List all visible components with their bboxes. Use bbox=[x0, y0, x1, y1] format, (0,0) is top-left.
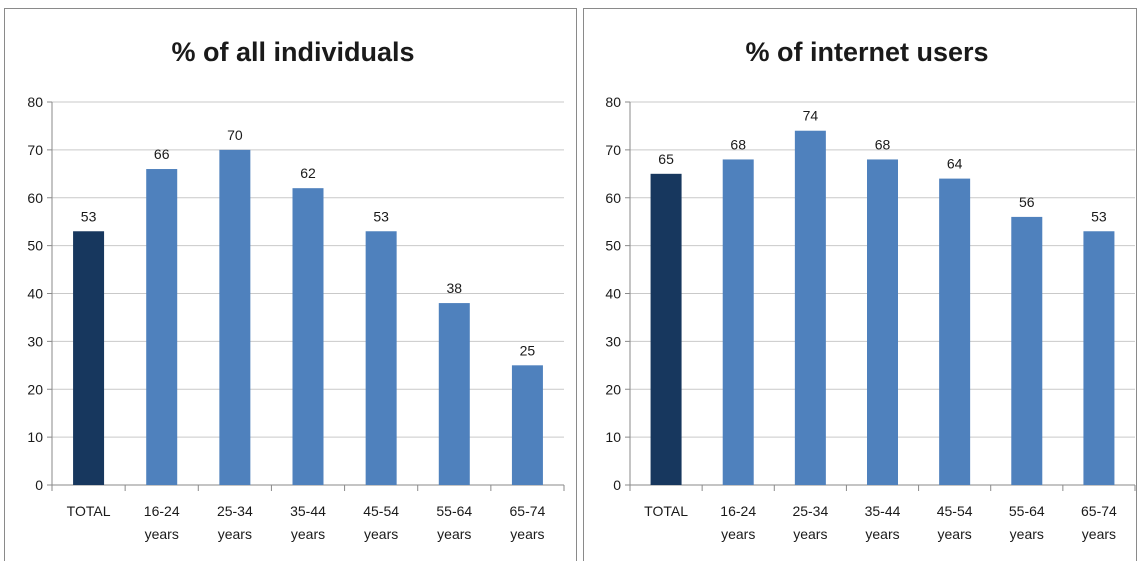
x-category-label: 16-24 bbox=[144, 503, 180, 519]
y-tick-label: 40 bbox=[605, 286, 621, 302]
chart-panel-all-individuals: % of all individuals 0 10 20 30 40 50 60 70 80 53 T… bbox=[4, 8, 577, 561]
x-category-label: years bbox=[364, 526, 398, 542]
bar-age-group bbox=[1083, 231, 1115, 485]
x-category-label: years bbox=[793, 526, 827, 542]
x-category-label: 65-74 bbox=[1081, 503, 1117, 519]
bar-value-label: 56 bbox=[1019, 194, 1035, 210]
y-tick-label: 50 bbox=[27, 238, 43, 254]
y-tick-label: 0 bbox=[613, 477, 621, 493]
y-tick-label: 30 bbox=[27, 333, 43, 349]
y-tick-label: 70 bbox=[605, 142, 621, 158]
chart-title: % of all individuals bbox=[171, 37, 414, 67]
y-tick-label: 60 bbox=[605, 190, 621, 206]
bar-total bbox=[650, 173, 682, 485]
y-tick-label: 50 bbox=[605, 238, 621, 254]
x-category-label: 65-74 bbox=[510, 503, 546, 519]
bar-value-label: 65 bbox=[658, 151, 674, 167]
x-category-label: 45-54 bbox=[937, 503, 973, 519]
bar-age-group bbox=[722, 159, 754, 485]
bar-age-group bbox=[438, 303, 470, 485]
x-category-label: years bbox=[721, 526, 755, 542]
bar-age-group bbox=[292, 188, 324, 486]
bar-value-label: 25 bbox=[520, 342, 536, 358]
x-category-label: years bbox=[437, 526, 471, 542]
x-category-label: 25-34 bbox=[217, 503, 253, 519]
chart-panel-internet-users: % of internet users 0 10 20 30 40 50 60 70 80 65 TO… bbox=[583, 8, 1137, 561]
x-category-label: 55-64 bbox=[1009, 503, 1045, 519]
bar-age-group bbox=[365, 231, 397, 485]
bar-age-group bbox=[1011, 216, 1043, 485]
x-category-label: 35-44 bbox=[290, 503, 326, 519]
bar-value-label: 66 bbox=[154, 146, 170, 162]
bar-total bbox=[73, 231, 105, 485]
bar-age-group bbox=[219, 149, 251, 485]
x-category-label: years bbox=[865, 526, 899, 542]
bar-value-label: 64 bbox=[947, 156, 963, 172]
y-tick-label: 20 bbox=[605, 381, 621, 397]
bar-value-label: 74 bbox=[803, 108, 819, 124]
y-tick-label: 40 bbox=[27, 286, 43, 302]
bar-value-label: 62 bbox=[300, 165, 316, 181]
x-category-label: TOTAL bbox=[644, 503, 688, 519]
y-tick-label: 80 bbox=[605, 94, 621, 110]
bar-value-label: 53 bbox=[1091, 208, 1107, 224]
bar-value-label: 70 bbox=[227, 127, 243, 143]
x-category-label: years bbox=[145, 526, 179, 542]
y-tick-label: 70 bbox=[27, 142, 43, 158]
y-tick-label: 10 bbox=[605, 429, 621, 445]
x-category-label: years bbox=[1082, 526, 1116, 542]
bar-chart-internet-users: % of internet users 0 10 20 30 40 50 60 70 80 65 TO… bbox=[605, 37, 1136, 542]
x-category-label: 35-44 bbox=[865, 503, 901, 519]
bar-age-group bbox=[511, 365, 543, 485]
bar-value-label: 53 bbox=[373, 208, 389, 224]
bar-age-group bbox=[146, 169, 178, 485]
y-tick-label: 80 bbox=[27, 94, 43, 110]
bar-value-label: 38 bbox=[446, 280, 462, 296]
y-tick-label: 10 bbox=[27, 429, 43, 445]
chart-title: % of internet users bbox=[745, 37, 988, 67]
x-category-label: 55-64 bbox=[436, 503, 472, 519]
y-tick-label: 30 bbox=[605, 333, 621, 349]
y-tick-label: 0 bbox=[35, 477, 43, 493]
bar-value-label: 68 bbox=[730, 136, 746, 152]
x-category-label: years bbox=[510, 526, 544, 542]
x-category-label: TOTAL bbox=[67, 503, 111, 519]
x-category-label: years bbox=[938, 526, 972, 542]
bar-value-label: 53 bbox=[81, 208, 97, 224]
x-category-label: 45-54 bbox=[363, 503, 399, 519]
bar-age-group bbox=[939, 178, 971, 485]
bar-value-label: 68 bbox=[875, 136, 891, 152]
bar-age-group bbox=[867, 159, 898, 485]
x-category-label: 25-34 bbox=[792, 503, 828, 519]
bar-age-group bbox=[794, 130, 826, 485]
y-tick-label: 20 bbox=[27, 381, 43, 397]
x-category-label: years bbox=[218, 526, 252, 542]
x-category-label: years bbox=[1010, 526, 1044, 542]
x-category-label: 16-24 bbox=[720, 503, 756, 519]
bar-chart-all-individuals: % of all individuals 0 10 20 30 40 50 60 70 80 53 T… bbox=[27, 37, 565, 542]
x-category-label: years bbox=[291, 526, 325, 542]
y-tick-label: 60 bbox=[27, 190, 43, 206]
